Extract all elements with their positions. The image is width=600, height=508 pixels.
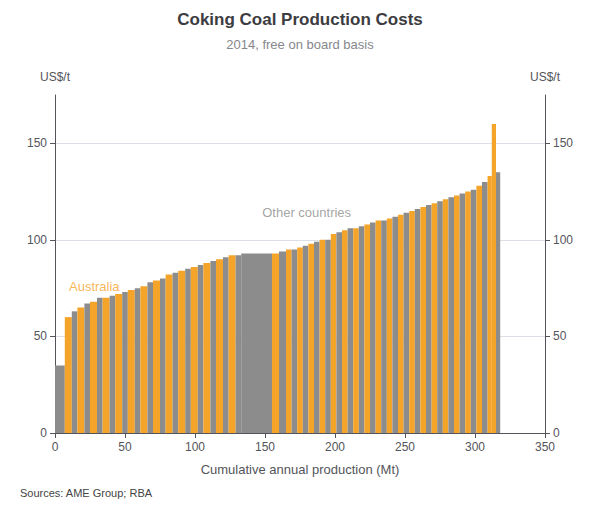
svg-text:US$/t: US$/t [40,70,71,84]
svg-text:50: 50 [34,329,48,343]
svg-text:150: 150 [27,136,47,150]
svg-text:0: 0 [553,426,560,440]
svg-text:350: 350 [535,440,555,454]
svg-text:Cumulative annual production (: Cumulative annual production (Mt) [201,462,400,477]
svg-text:300: 300 [465,440,485,454]
svg-text:50: 50 [553,329,567,343]
svg-text:Other countries: Other countries [262,205,351,220]
svg-text:200: 200 [325,440,345,454]
svg-text:100: 100 [27,233,47,247]
svg-text:0: 0 [40,426,47,440]
svg-text:Coking Coal Production Costs: Coking Coal Production Costs [177,10,423,29]
svg-text:250: 250 [395,440,415,454]
svg-text:100: 100 [185,440,205,454]
svg-text:50: 50 [118,440,132,454]
svg-text:2014, free on board basis: 2014, free on board basis [226,37,374,52]
svg-text:150: 150 [553,136,573,150]
svg-text:150: 150 [255,440,275,454]
svg-text:0: 0 [52,440,59,454]
svg-text:US$/t: US$/t [530,70,561,84]
svg-text:Australia: Australia [69,279,120,294]
svg-text:100: 100 [553,233,573,247]
svg-text:Sources: AME Group; RBA: Sources: AME Group; RBA [20,487,153,499]
